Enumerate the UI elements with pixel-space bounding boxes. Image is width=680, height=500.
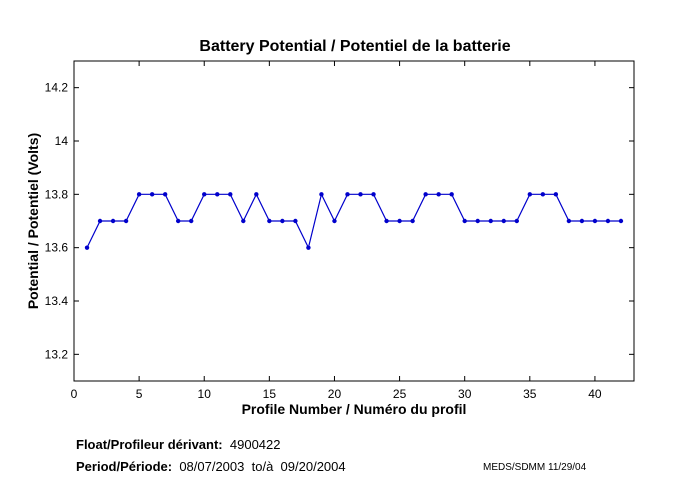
data-point — [149, 192, 155, 197]
period-info: Period/Période: 08/07/2003 to/à 09/20/20… — [76, 459, 346, 474]
data-point — [280, 218, 285, 224]
y-tick-label: 13.2 — [45, 347, 69, 361]
data-point — [136, 192, 142, 197]
plot-area-frame — [73, 60, 635, 382]
series-points — [84, 192, 624, 250]
data-point — [553, 192, 559, 197]
data-point — [267, 218, 272, 224]
data-point — [449, 192, 454, 197]
data-point — [293, 218, 298, 224]
x-tick-label: 40 — [588, 387, 602, 401]
data-point — [618, 218, 624, 224]
y-tick-label: 14 — [55, 134, 69, 148]
x-tick-label: 30 — [458, 387, 472, 401]
y-tick-label: 13.6 — [45, 241, 69, 255]
data-point — [501, 218, 506, 224]
data-point — [527, 192, 533, 197]
data-point — [514, 218, 519, 224]
data-point — [345, 192, 350, 197]
data-point — [358, 192, 363, 197]
data-point — [254, 192, 259, 197]
data-point — [579, 218, 585, 224]
x-axis: 0 5 10 15 20 25 30 35 40 — [71, 61, 602, 401]
data-point — [423, 192, 428, 197]
x-tick-label: 5 — [136, 387, 143, 401]
float-id: 4900422 — [229, 437, 281, 452]
data-point — [605, 218, 611, 224]
data-point — [215, 192, 220, 197]
data-point — [397, 218, 402, 224]
data-point — [540, 192, 546, 197]
y-axis: 13.2 13.4 13.6 13.8 14 14.2 — [45, 81, 634, 361]
data-point — [566, 218, 572, 224]
x-tick-label: 15 — [263, 387, 277, 401]
x-tick-label: 25 — [393, 387, 407, 401]
data-point — [110, 218, 116, 224]
data-point — [462, 218, 467, 224]
chart-title: Battery Potential / Potentiel de la batt… — [199, 38, 510, 55]
x-tick-label: 20 — [328, 387, 342, 401]
data-point — [332, 218, 337, 224]
data-point — [228, 192, 233, 197]
period-label: Period/Période: — [76, 459, 173, 474]
float-label: Float/Profileur dérivant: — [76, 437, 223, 452]
data-point — [84, 245, 90, 250]
credit-label: MEDS/SDMM 11/29/04 — [483, 462, 587, 473]
y-tick-label: 14.2 — [45, 81, 69, 95]
data-point — [241, 218, 246, 224]
x-tick-label: 35 — [523, 387, 537, 401]
data-point — [123, 218, 129, 224]
x-tick-label: 10 — [198, 387, 212, 401]
data-point — [97, 218, 103, 224]
data-point — [410, 218, 415, 224]
data-point — [475, 218, 480, 224]
data-point — [436, 192, 441, 197]
data-point — [202, 192, 207, 197]
period-separator: to/à — [251, 459, 274, 474]
y-axis-label: Potential / Potentiel (Volts) — [25, 133, 41, 309]
series-line — [86, 192, 621, 250]
data-point — [371, 192, 376, 197]
y-tick-label: 13.8 — [45, 187, 69, 201]
data-point — [306, 245, 311, 250]
float-info: Float/Profileur dérivant: 4900422 — [76, 437, 281, 452]
data-point — [592, 218, 598, 224]
period-start: 08/07/2003 — [179, 459, 245, 474]
data-point — [162, 192, 168, 197]
data-point — [319, 192, 324, 197]
x-axis-label: Profile Number / Numéro du profil — [242, 401, 467, 417]
x-tick-label: 0 — [71, 387, 78, 401]
data-point — [488, 218, 493, 224]
data-point — [189, 218, 194, 224]
data-point — [175, 218, 181, 224]
period-end: 09/20/2004 — [280, 459, 346, 474]
y-tick-label: 13.4 — [45, 294, 69, 308]
data-point — [384, 218, 389, 224]
